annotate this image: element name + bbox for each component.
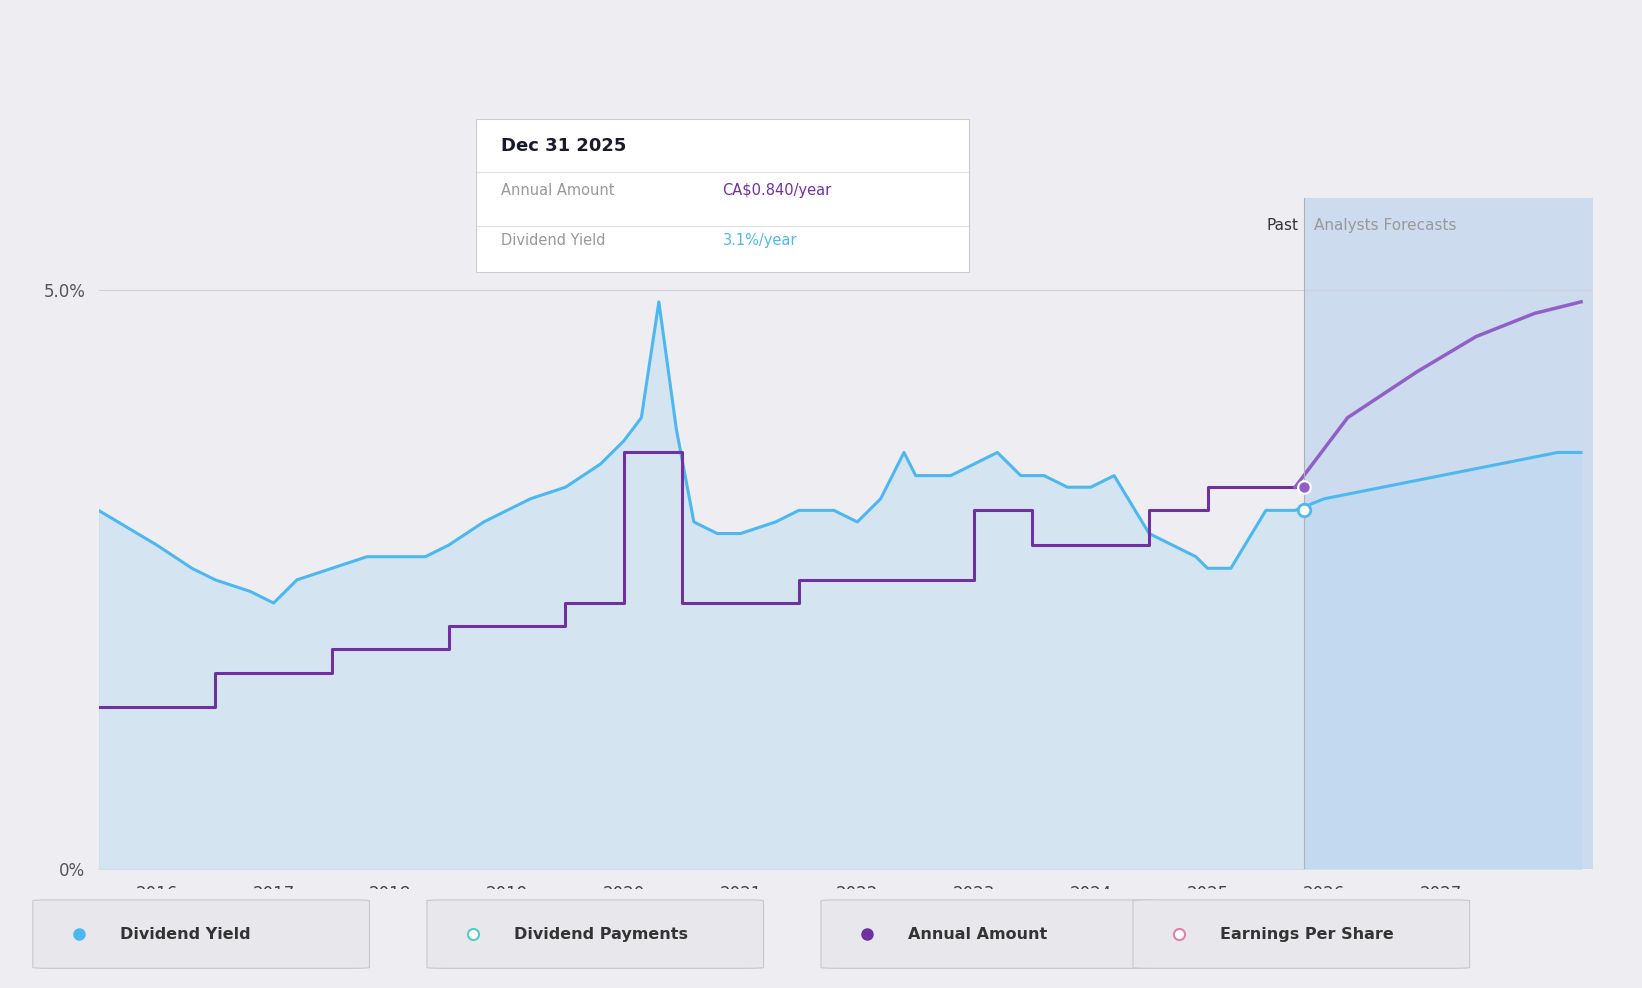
FancyBboxPatch shape — [821, 900, 1158, 968]
FancyBboxPatch shape — [1133, 900, 1470, 968]
Text: Annual Amount: Annual Amount — [501, 183, 614, 198]
Text: 3.1%/year: 3.1%/year — [722, 233, 796, 248]
Text: Dividend Yield: Dividend Yield — [501, 233, 606, 248]
FancyBboxPatch shape — [427, 900, 764, 968]
Text: Past: Past — [1266, 217, 1299, 233]
FancyBboxPatch shape — [33, 900, 369, 968]
Text: Dividend Payments: Dividend Payments — [514, 927, 688, 942]
Text: Annual Amount: Annual Amount — [908, 927, 1048, 942]
Text: Dec 31 2025: Dec 31 2025 — [501, 137, 626, 155]
Text: Earnings Per Share: Earnings Per Share — [1220, 927, 1394, 942]
Bar — [1304, 198, 1593, 869]
Text: Dividend Yield: Dividend Yield — [120, 927, 251, 942]
Text: Analysts Forecasts: Analysts Forecasts — [1314, 217, 1456, 233]
Text: CA$0.840/year: CA$0.840/year — [722, 183, 832, 198]
